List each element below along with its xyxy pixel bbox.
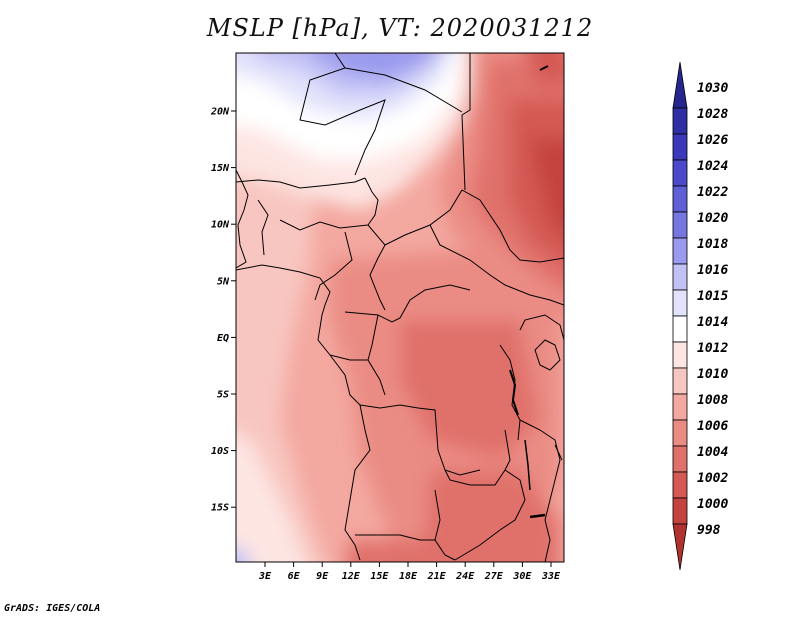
- colorbar-label: 1024: [697, 159, 728, 174]
- lon-tick-label: 12E: [342, 571, 361, 582]
- lat-tick-label: EQ: [217, 333, 229, 344]
- lon-tick-label: 18E: [399, 571, 418, 582]
- colorbar-label: 1022: [697, 185, 728, 200]
- colorbar-swatch: [672, 445, 688, 473]
- lat-tick-label: 15N: [211, 163, 230, 174]
- lon-tick-label: 30E: [512, 571, 532, 582]
- colorbar-label: 1016: [697, 263, 728, 278]
- lat-tick-label: 15S: [211, 503, 229, 514]
- colorbar-label: 1000: [697, 497, 728, 512]
- colorbar-swatch: [672, 393, 688, 421]
- colorbar-swatch: [672, 523, 688, 571]
- colorbar-swatch: [672, 211, 688, 239]
- colorbar-swatch: [672, 263, 688, 291]
- colorbar-swatch: [672, 315, 688, 343]
- colorbar-swatch: [672, 367, 688, 395]
- lon-tick-label: 21E: [427, 571, 447, 582]
- country-borders: [236, 53, 564, 562]
- grads-credit: GrADS: IGES/COLA: [4, 603, 101, 614]
- colorbar-label: 1014: [697, 315, 728, 330]
- colorbar-swatch: [672, 419, 688, 447]
- lon-tick-label: 15E: [370, 571, 389, 582]
- longitude-axis: 3E 6E 9E 12E 15E 18E 21E 24E 27E 30E 33E: [258, 562, 561, 582]
- colorbar-swatch: [672, 61, 688, 109]
- lat-tick-label: 10S: [211, 446, 229, 457]
- colorbar-label: 1004: [697, 445, 728, 460]
- lon-tick-label: 9E: [316, 571, 329, 582]
- colorbar-label: 1006: [697, 419, 728, 434]
- colorbar-swatch: [672, 133, 688, 161]
- colorbar-swatch: [672, 185, 688, 213]
- map-title: MSLP [hPa], VT: 2020031212: [206, 14, 594, 42]
- colorbar-label: 1010: [697, 367, 728, 382]
- colorbar-label: 1030: [697, 81, 728, 96]
- colorbar-swatch: [672, 107, 688, 135]
- lon-tick-label: 27E: [484, 571, 504, 582]
- pressure-field: [236, 53, 564, 562]
- map-frame: [235, 52, 565, 563]
- colorbar-legend: 1030 1028 1026 1024 1022 1020 1018 1016 1015 1014…: [672, 61, 728, 571]
- colorbar-label: 1015: [697, 289, 728, 304]
- lat-tick-label: 10N: [211, 220, 230, 231]
- lat-tick-label: 5S: [217, 390, 229, 401]
- colorbar-label: 1020: [697, 211, 728, 226]
- lon-tick-label: 24E: [455, 571, 475, 582]
- lat-tick-label: 5N: [217, 276, 230, 287]
- colorbar-swatch: [672, 237, 688, 265]
- colorbar-label: 1008: [697, 393, 728, 408]
- lon-tick-label: 3E: [258, 571, 272, 582]
- colorbar-label: 1012: [697, 341, 728, 356]
- colorbar-swatch: [672, 159, 688, 187]
- lon-tick-label: 33E: [541, 571, 561, 582]
- colorbar-swatch: [672, 341, 688, 369]
- colorbar-label: 998: [697, 523, 721, 538]
- colorbar-label: 1018: [697, 237, 728, 252]
- lat-tick-label: 20N: [210, 107, 230, 118]
- colorbar-label: 1026: [697, 133, 728, 148]
- colorbar-swatch: [672, 497, 688, 525]
- colorbar-label: 1028: [697, 107, 728, 122]
- colorbar-swatch: [672, 289, 688, 317]
- latitude-axis: 20N 15N 10N 5N EQ 5S 10S 15S: [210, 107, 236, 514]
- colorbar-swatch: [672, 471, 688, 499]
- lon-tick-label: 6E: [288, 571, 301, 582]
- colorbar-label: 1002: [697, 471, 728, 486]
